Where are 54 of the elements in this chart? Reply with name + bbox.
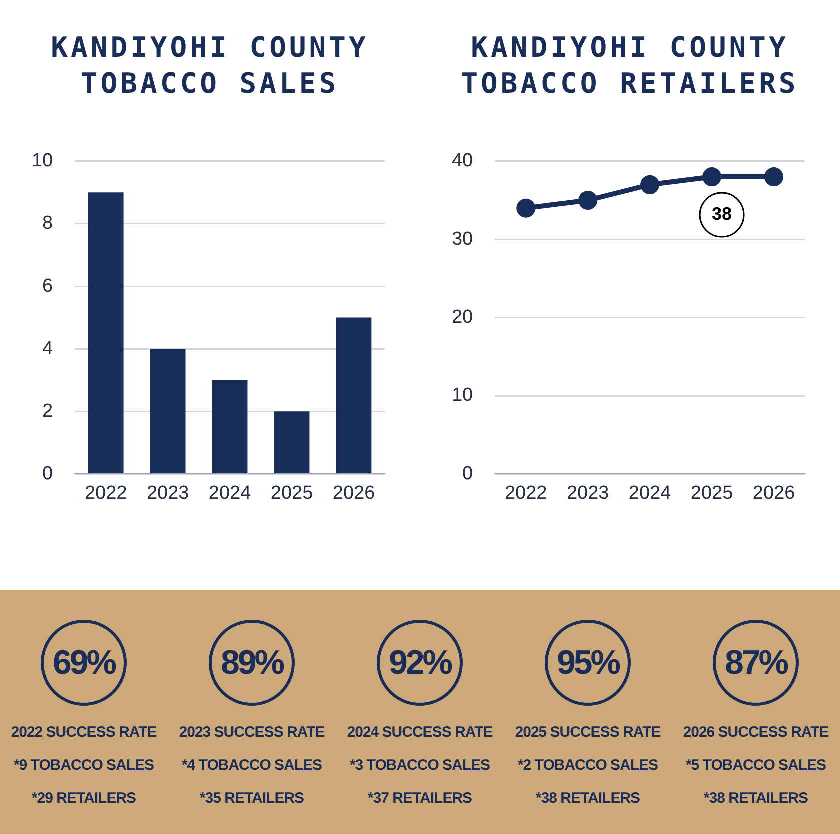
point: [578, 191, 598, 210]
x-tick-label: 2023: [146, 482, 190, 504]
y-tick-label: 20: [452, 307, 474, 328]
y-tick-label: 30: [452, 228, 474, 250]
point: [516, 198, 536, 218]
bar: [150, 349, 186, 474]
y-tick-label: 10: [32, 150, 54, 172]
text: *29 RETAILERS: [32, 789, 136, 809]
x-tick-label: 2024: [208, 482, 252, 504]
y-tick-label: 40: [452, 150, 474, 172]
text: *38 RETAILERS: [536, 789, 640, 809]
y-tick-label: 0: [42, 463, 54, 484]
text: 87%: [713, 620, 799, 706]
text: *2 TOBACCO SALES: [518, 756, 658, 776]
y-tick-label: 4: [42, 338, 54, 360]
y-tick-label: 8: [42, 213, 54, 234]
text: *38 RETAILERS: [704, 789, 808, 809]
x-tick-label: 2022: [84, 482, 128, 504]
bar: [336, 318, 372, 474]
text: 95%: [545, 620, 631, 706]
text: *9 TOBACCO SALES: [14, 756, 154, 776]
annotation: 38: [712, 204, 732, 224]
text: 69%: [41, 620, 127, 706]
x-tick-label: 2026: [332, 482, 376, 504]
y-tick-label: 6: [42, 276, 54, 297]
x-tick-label: 2025: [690, 482, 734, 504]
chart-title: KANDIYOHI COUNTY TOBACCO RETAILERS: [460, 30, 800, 102]
bar: [274, 412, 310, 474]
text: 2025 SUCCESS RATE: [515, 723, 661, 743]
text: *3 TOBACCO SALES: [350, 756, 490, 776]
bar: [88, 192, 124, 474]
point: [640, 175, 660, 194]
point: [702, 168, 722, 187]
point: [764, 168, 784, 187]
x-tick-label: 2026: [752, 482, 796, 504]
text: *4 TOBACCO SALES: [182, 756, 322, 776]
text: *37 RETAILERS: [368, 789, 472, 809]
text: *35 RETAILERS: [200, 789, 304, 809]
bar: [212, 380, 248, 474]
x-tick-label: 2024: [628, 482, 672, 504]
text: *5 TOBACCO SALES: [686, 756, 826, 776]
x-tick-label: 2022: [504, 482, 548, 504]
chart-title: KANDIYOHI COUNTY TOBACCO SALES: [50, 30, 370, 102]
y-tick-label: 0: [462, 463, 474, 484]
text: 2026 SUCCESS RATE: [683, 723, 829, 743]
x-tick-label: 2023: [566, 482, 610, 504]
y-tick-label: 2: [42, 400, 54, 422]
y-tick-label: 10: [452, 385, 474, 406]
text: 2023 SUCCESS RATE: [179, 723, 325, 743]
text: 2024 SUCCESS RATE: [347, 723, 493, 743]
text: 2022 SUCCESS RATE: [11, 723, 157, 743]
x-tick-label: 2025: [270, 482, 314, 504]
text: 89%: [209, 620, 295, 706]
text: 92%: [377, 620, 463, 706]
